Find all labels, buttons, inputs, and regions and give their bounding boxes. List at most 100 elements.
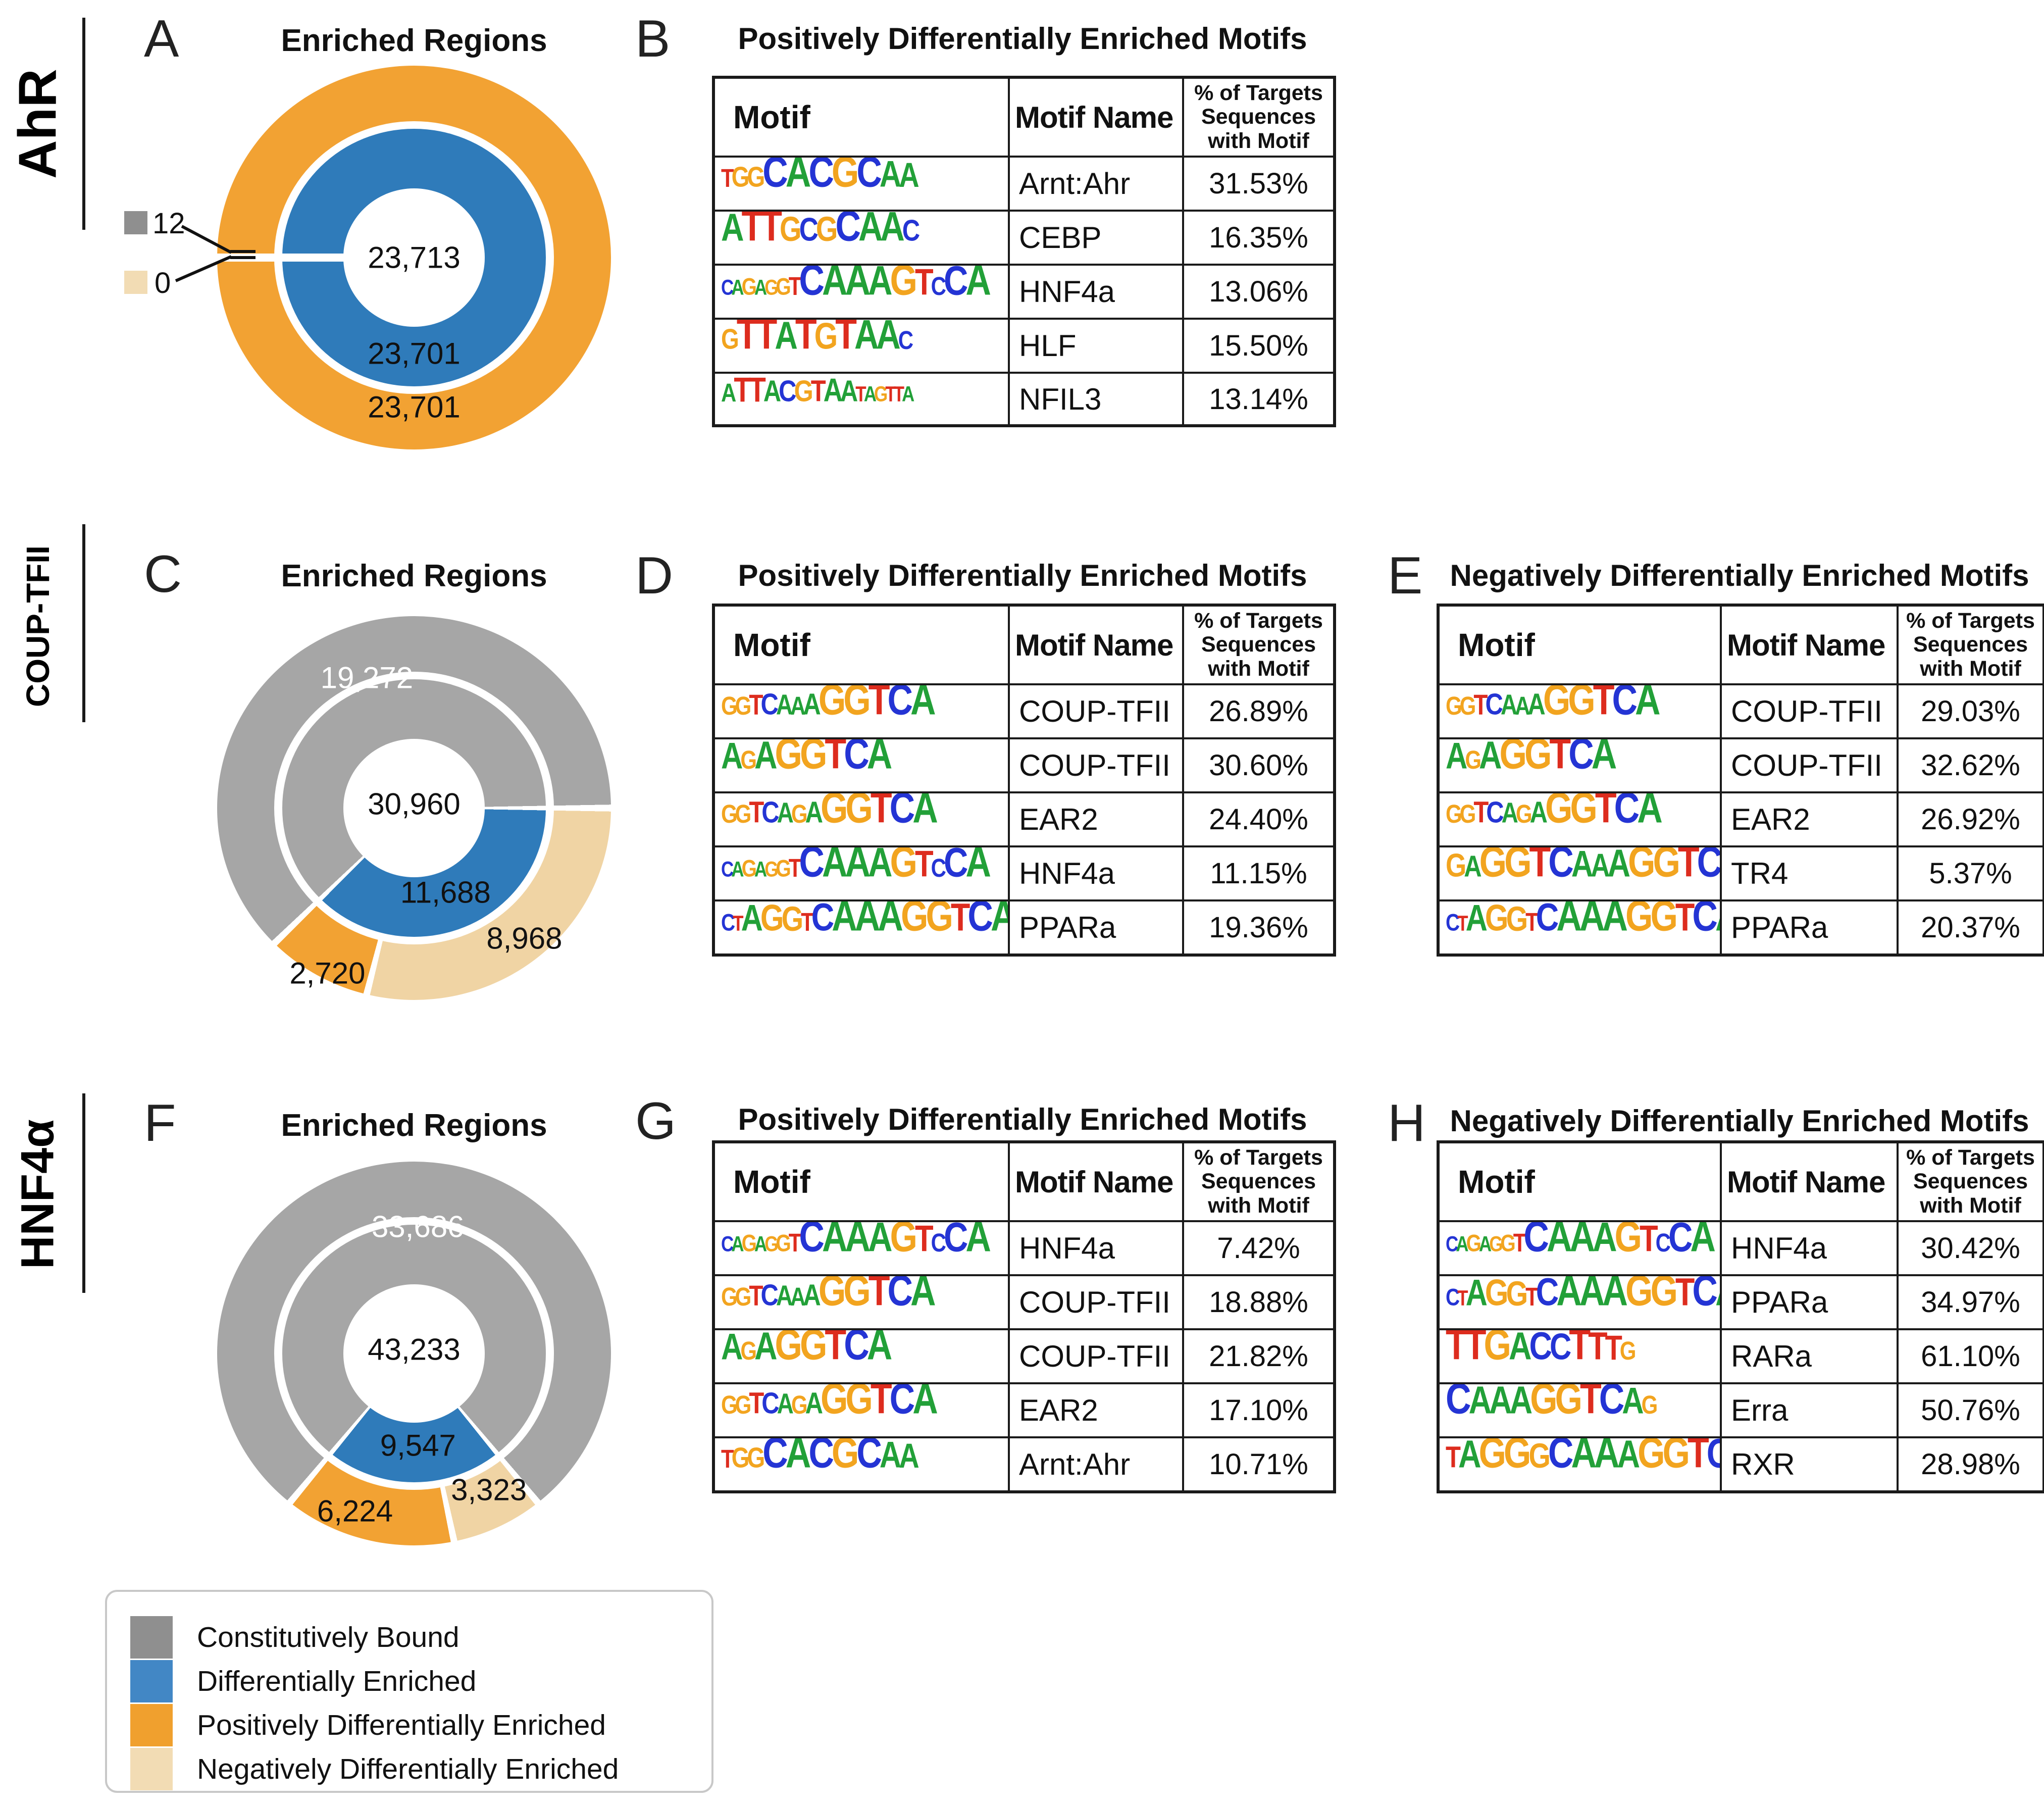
logo-letter: G bbox=[1484, 1329, 1511, 1369]
logo-letter: A bbox=[854, 900, 881, 940]
logo-letter: G bbox=[820, 1383, 848, 1423]
motif-logo-cell: AGAGGTCA bbox=[712, 737, 1010, 793]
logo-letter: A bbox=[879, 1437, 902, 1476]
logo-letter: G bbox=[1503, 1437, 1531, 1477]
motif-pct-cell: 61.10% bbox=[1897, 1328, 2044, 1384]
motif-pct-cell: 34.97% bbox=[1897, 1274, 2044, 1330]
logo-letter: A bbox=[912, 1383, 938, 1423]
donut-hole bbox=[343, 739, 485, 877]
logo-letter: T bbox=[741, 211, 763, 250]
chart-title-f: Enriched Regions bbox=[281, 1108, 547, 1143]
legend: Constitutively Bound Differentially Enri… bbox=[105, 1590, 713, 1793]
logo-letter: A bbox=[1635, 684, 1661, 724]
logo-letter: G bbox=[1446, 847, 1467, 884]
logo-letter: A bbox=[1715, 1277, 1719, 1312]
motif-logo-cell: GGTCAGAGGTCA bbox=[1437, 791, 1722, 847]
logo-letter: T bbox=[914, 846, 934, 885]
row-divider-line bbox=[82, 18, 85, 230]
panel-letter-a: A bbox=[144, 10, 179, 68]
motif-logo-cell: CAAAGGTCAG bbox=[1437, 1382, 1722, 1438]
logo-letter: C bbox=[1485, 688, 1503, 721]
logo-letter: A bbox=[1622, 1383, 1644, 1422]
logo-letter: C bbox=[1668, 1221, 1693, 1261]
logo-letter: C bbox=[1612, 684, 1638, 724]
table-header-row: Motif Motif Name% of Targets Sequences with… bbox=[1437, 604, 2044, 685]
row-label-ahr: AhR bbox=[8, 69, 68, 179]
column-header-motif: Motif bbox=[712, 76, 1010, 158]
logo-letter: A bbox=[822, 265, 848, 304]
sequence-logo-coup_tfii_short: AGAGGTCA bbox=[721, 738, 1007, 790]
logo-letter: C bbox=[799, 265, 825, 304]
motif-table-panel-h: Motif Motif Name% of Targets Sequences with… bbox=[1437, 1140, 2044, 1493]
table-row: CTAGGTCAAAGGTCAPPARa34.97% bbox=[1437, 1274, 2044, 1330]
logo-letter: G bbox=[845, 792, 873, 832]
table-row: CAGAGGTCAAAGTCCA HNF4a 13.06% bbox=[712, 264, 1336, 320]
logo-letter: T bbox=[914, 265, 934, 303]
logo-letter: G bbox=[1650, 1275, 1678, 1315]
sequence-logo-rara: TTGACCTTTG bbox=[1446, 1329, 1719, 1381]
logo-letter: G bbox=[1568, 684, 1596, 724]
logo-letter: T bbox=[721, 1444, 734, 1473]
logo-letter: C bbox=[1446, 1284, 1460, 1311]
callout-lines bbox=[175, 225, 255, 282]
logo-letter: A bbox=[965, 265, 991, 304]
logo-letter: G bbox=[764, 857, 779, 882]
motif-logo-cell: TGGCACGCAA bbox=[712, 1436, 1010, 1493]
logo-letter: G bbox=[721, 323, 739, 355]
logo-letter: A bbox=[1515, 691, 1530, 720]
logo-letter: A bbox=[754, 738, 778, 777]
sequence-logo-coup_tfii_short: AGAGGTCA bbox=[721, 1331, 1007, 1381]
motif-logo-cell: GGTCAGAGGTCA bbox=[712, 791, 1010, 847]
logo-letter: A bbox=[1456, 1232, 1469, 1257]
logo-letter: G bbox=[818, 1275, 846, 1315]
table-row: GGTCAGAGGTCA EAR2 24.40% bbox=[712, 791, 1336, 847]
table-header-row: Motif Motif Name% of Targets Sequences with… bbox=[712, 1141, 1336, 1222]
sequence-logo-coup_tfii_long: GGTCAAAGGTCA bbox=[721, 1275, 1007, 1327]
logo-letter: G bbox=[764, 1232, 779, 1257]
logo-letter: T bbox=[1464, 1329, 1487, 1369]
logo-letter: C bbox=[887, 1275, 913, 1315]
motif-logo-cell: CAGAGGTCAAAGTCCA bbox=[1437, 1220, 1722, 1276]
logo-letter: A bbox=[1571, 1437, 1597, 1477]
table-row: CAGAGGTCAAAGTCCA HNF4a 7.42% bbox=[712, 1220, 1336, 1276]
logo-letter: T bbox=[1549, 738, 1571, 778]
motif-table-panel-g: Motif Motif Name% of Targets Sequences with… bbox=[712, 1140, 1336, 1493]
logo-letter: T bbox=[885, 382, 896, 407]
logo-letter: G bbox=[776, 274, 791, 300]
logo-letter: A bbox=[721, 211, 744, 249]
sequence-logo-hnf4a: CAGAGGTCAAAGTCCA bbox=[721, 846, 1007, 898]
table-row: CAGAGGTCAAAGTCCA HNF4a 11.15% bbox=[712, 845, 1336, 901]
logo-letter: G bbox=[1485, 1275, 1509, 1314]
logo-letter: T bbox=[1529, 846, 1551, 886]
logo-letter: G bbox=[740, 745, 757, 774]
table-row: GGTCAAAGGTCA COUP-TFII 26.89% bbox=[712, 683, 1336, 739]
motif-logo-cell: TTGACCTTTG bbox=[1437, 1328, 1722, 1384]
motif-pct-cell: 29.03% bbox=[1897, 683, 2044, 739]
table-header-row: Motif Motif Name% of Targets Sequences with… bbox=[712, 76, 1336, 158]
motif-pct-cell: 24.40% bbox=[1182, 791, 1336, 847]
logo-letter: T bbox=[1525, 907, 1539, 936]
logo-letter: A bbox=[1607, 846, 1630, 885]
logo-letter: C bbox=[1446, 910, 1460, 936]
logo-letter: A bbox=[868, 1221, 893, 1261]
motif-table: Motif Motif Name% of Targets Sequences with… bbox=[712, 604, 1336, 957]
motif-name-cell: COUP-TFII bbox=[1720, 737, 1899, 793]
logo-letter: A bbox=[785, 1437, 811, 1477]
logo-letter: C bbox=[760, 1279, 779, 1312]
logo-letter: G bbox=[843, 1275, 871, 1315]
logo-letter: C bbox=[967, 900, 993, 940]
motif-logo-cell: CTAGGTCAAAGGTCA bbox=[1437, 899, 1722, 956]
motif-logo-cell: CTAGGTCAAAGGTCA bbox=[1437, 1274, 1722, 1330]
logo-letter: A bbox=[910, 684, 936, 724]
motif-name-cell: RARa bbox=[1720, 1328, 1899, 1384]
logo-letter: C bbox=[943, 1221, 968, 1261]
logo-letter: C bbox=[761, 1387, 780, 1420]
motif-name-cell: Erra bbox=[1720, 1382, 1899, 1438]
logo-letter: T bbox=[870, 792, 892, 832]
logo-letter: T bbox=[1675, 1275, 1695, 1314]
motif-pct-cell: 15.50% bbox=[1182, 318, 1336, 374]
logo-letter: G bbox=[731, 161, 750, 193]
header-line: with Motif bbox=[1208, 128, 1309, 153]
logo-letter: G bbox=[815, 211, 838, 248]
sequence-logo-hnf4a: CAGAGGTCAAAGTCCA bbox=[1446, 1221, 1719, 1273]
